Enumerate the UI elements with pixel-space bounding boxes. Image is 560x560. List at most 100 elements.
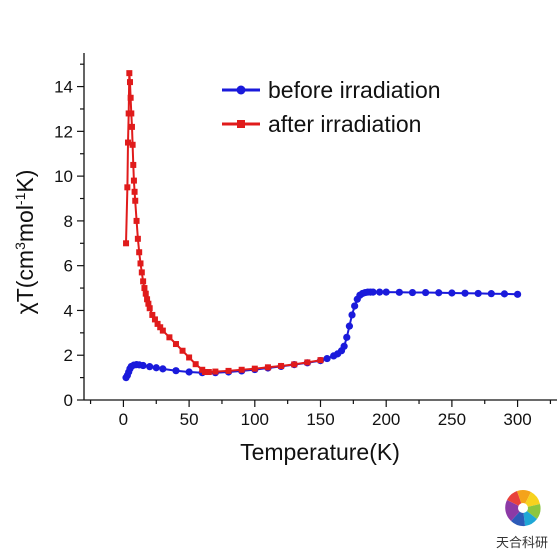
- y-tick-label: 4: [64, 301, 73, 320]
- pinwheel-logo: [505, 490, 541, 527]
- series-0: [122, 288, 522, 382]
- data-point: [172, 367, 180, 375]
- y-tick-label: 14: [54, 78, 73, 97]
- data-point: [166, 334, 173, 341]
- data-point: [159, 365, 167, 373]
- data-point: [304, 359, 311, 366]
- data-point: [151, 316, 158, 323]
- legend: before irradiation after irradiation: [222, 77, 441, 137]
- y-axis-title: χT(cm3mol-1K): [12, 170, 38, 315]
- watermark: 天合科研: [496, 490, 548, 551]
- data-point: [408, 288, 417, 297]
- data-point: [172, 341, 179, 348]
- y-tick-label: 2: [64, 346, 73, 365]
- data-point: [382, 288, 390, 296]
- data-point: [212, 368, 219, 375]
- data-point: [500, 290, 509, 298]
- x-tick-label: 300: [503, 410, 531, 429]
- data-point: [132, 197, 139, 204]
- data-point: [125, 139, 132, 146]
- data-point: [422, 288, 430, 297]
- data-point: [291, 361, 298, 368]
- legend-marker-before: [236, 85, 246, 95]
- y-tick-label: 8: [64, 212, 73, 231]
- data-point: [145, 300, 152, 307]
- data-point: [186, 354, 193, 361]
- data-point: [124, 184, 131, 191]
- data-point: [351, 302, 359, 310]
- legend-label-before: before irradiation: [268, 77, 441, 103]
- data-point: [159, 327, 166, 334]
- data-point: [138, 269, 145, 276]
- data-point: [144, 296, 151, 303]
- y-tick-label: 12: [54, 122, 73, 141]
- data-point: [149, 311, 156, 318]
- data-point: [487, 290, 495, 298]
- data-point: [137, 260, 144, 267]
- x-axis-title: Temperature(K): [240, 439, 400, 465]
- data-point: [345, 322, 354, 330]
- y-tick-label: 10: [54, 167, 73, 186]
- data-point: [154, 320, 161, 327]
- data-point: [141, 285, 148, 292]
- data-point: [140, 278, 147, 285]
- data-point: [264, 364, 271, 371]
- axes: 0 50 100 150 200 250 300 0 2 4 6 8 10 12 14: [54, 53, 557, 429]
- x-tick-label: 150: [306, 410, 334, 429]
- series-line: [125, 291, 518, 379]
- data-point: [201, 369, 208, 376]
- data-marks: [122, 70, 522, 382]
- data-point: [317, 357, 324, 364]
- data-point: [251, 365, 258, 372]
- x-tick-label: 100: [241, 410, 269, 429]
- data-point: [179, 347, 186, 354]
- data-point: [133, 217, 140, 224]
- data-point: [139, 361, 147, 370]
- legend-label-after: after irradiation: [268, 111, 421, 137]
- data-point: [474, 289, 482, 298]
- data-point: [123, 240, 130, 247]
- data-point: [128, 123, 135, 130]
- x-tick-label: 250: [438, 410, 466, 429]
- data-point: [130, 161, 137, 168]
- data-point: [126, 70, 133, 77]
- data-point: [205, 369, 212, 376]
- data-point: [185, 368, 193, 376]
- data-point: [146, 363, 154, 371]
- data-point: [136, 249, 143, 256]
- data-point: [448, 289, 456, 297]
- data-point: [340, 342, 348, 350]
- data-point: [146, 305, 153, 312]
- x-tick-label: 50: [180, 410, 199, 429]
- data-point: [152, 364, 160, 372]
- series-1: [123, 70, 324, 376]
- legend-item-after: after irradiation: [222, 111, 421, 137]
- data-point: [395, 288, 403, 296]
- x-tick-label: 0: [119, 410, 128, 429]
- data-point: [128, 110, 135, 117]
- data-point: [369, 288, 377, 296]
- data-point: [376, 288, 384, 296]
- data-point: [131, 188, 138, 195]
- data-point: [323, 354, 331, 363]
- data-point: [157, 324, 164, 331]
- data-point: [129, 141, 136, 148]
- data-point: [142, 290, 149, 297]
- data-point: [343, 333, 351, 341]
- data-point: [130, 177, 137, 184]
- data-point: [127, 94, 134, 101]
- watermark-text: 天合科研: [496, 536, 548, 551]
- data-point: [225, 367, 232, 374]
- y-tick-label: 0: [64, 391, 73, 410]
- y-tick-label: 6: [64, 257, 73, 276]
- data-point: [461, 289, 469, 297]
- data-point: [134, 235, 141, 242]
- data-point: [348, 311, 356, 319]
- data-point: [435, 289, 443, 297]
- legend-marker-after: [237, 120, 245, 128]
- legend-item-before: before irradiation: [222, 77, 441, 103]
- data-point: [278, 362, 285, 369]
- data-point: [126, 79, 133, 86]
- data-point: [192, 361, 199, 368]
